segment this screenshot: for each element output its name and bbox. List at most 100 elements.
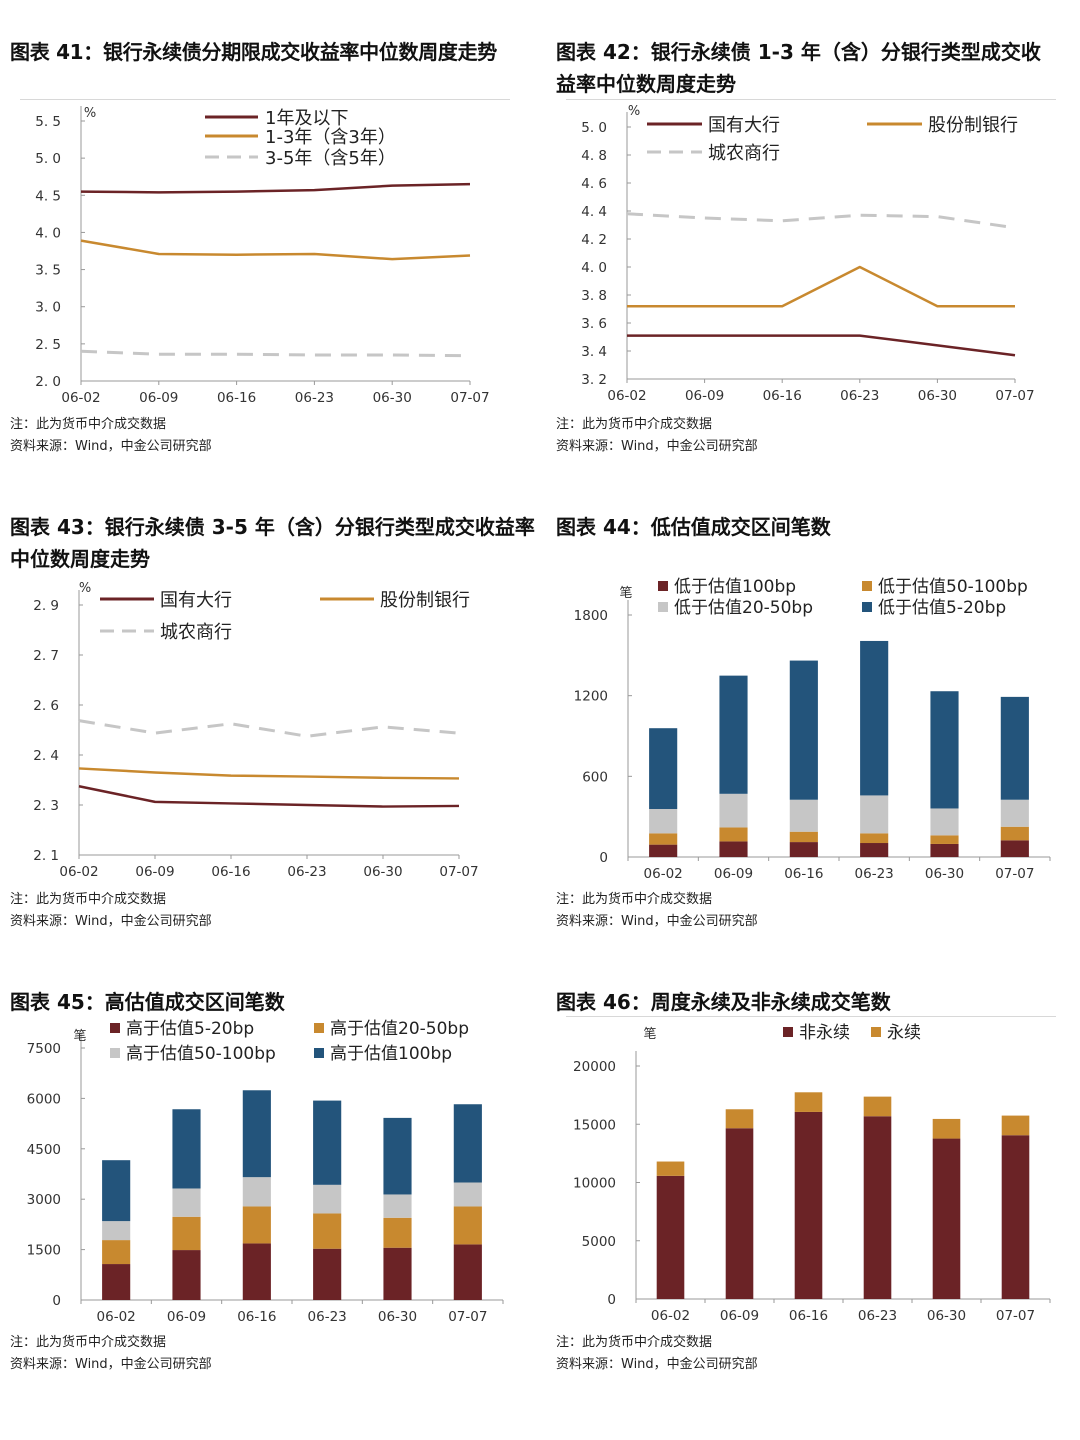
- x-tick-label: 06-16: [217, 390, 256, 406]
- y-tick-label: 4. 0: [581, 260, 607, 276]
- bar-segment: [313, 1100, 342, 1185]
- x-tick-label: 07-07: [450, 390, 489, 406]
- bar-segment: [242, 1177, 271, 1207]
- bar-segment: [1001, 1115, 1030, 1136]
- y-unit-label: 笔: [619, 585, 632, 601]
- bar-segment: [242, 1090, 271, 1178]
- x-tick-label: 06-23: [308, 1309, 347, 1325]
- legend-label: 股份制银行: [380, 590, 470, 611]
- y-tick-label: 3. 4: [581, 344, 607, 360]
- bar-segment: [242, 1206, 271, 1244]
- y-tick-label: 4. 0: [35, 225, 61, 241]
- y-tick-label: 2. 3: [33, 798, 59, 814]
- bar-segment: [719, 827, 748, 842]
- legend-label: 城农商行: [160, 622, 232, 643]
- bar-segment: [383, 1217, 412, 1248]
- bar-segment: [172, 1216, 201, 1251]
- series-line: [78, 767, 460, 780]
- x-tick-label: 06-02: [97, 1309, 136, 1325]
- bar-segment: [725, 1128, 754, 1299]
- y-tick-label: 4500: [27, 1142, 61, 1158]
- y-tick-label: 10000: [573, 1176, 616, 1192]
- y-tick-label: 4. 5: [35, 188, 61, 204]
- y-tick-label: 3. 6: [581, 316, 607, 332]
- x-tick-label: 06-09: [167, 1309, 206, 1325]
- x-tick-label: 06-09: [685, 388, 724, 404]
- bar-segment: [794, 1111, 823, 1299]
- y-tick-label: 3. 8: [581, 288, 607, 304]
- divider: [566, 99, 1056, 100]
- legend-label: 国有大行: [708, 115, 780, 136]
- figure-41-title: 图表 41：银行永续债分期限成交收益率中位数周度走势: [10, 40, 497, 64]
- legend-swatch: [862, 581, 872, 591]
- x-tick-label: 06-30: [373, 390, 412, 406]
- bar-segment: [453, 1206, 482, 1245]
- legend-label: 高于估值100bp: [330, 1044, 452, 1064]
- y-tick-label: 2. 9: [33, 598, 59, 614]
- x-tick-label: 07-07: [439, 864, 478, 880]
- legend-label: 永续: [887, 1023, 921, 1043]
- figure-45-source: 资料来源：Wind，中金公司研究部: [10, 1357, 212, 1372]
- bar-segment: [930, 808, 959, 836]
- bar-segment: [453, 1104, 482, 1183]
- legend-label: 高于估值20-50bp: [330, 1019, 469, 1039]
- bar-segment: [789, 660, 818, 800]
- legend-label: 1-3年（含3年）: [265, 127, 396, 148]
- figure-45-note: 注：此为货币中介成交数据: [10, 1335, 167, 1350]
- bar-segment: [863, 1096, 892, 1117]
- chart-42: % 3. 2 3. 4 3. 6 3. 8 4. 0 4. 2 4. 4 4. 6 4. 8 5. …: [581, 104, 1034, 404]
- chart-45: 笔 0 1500 3000 4500 6000 7500 06-02 06-09 06-16 06-…: [27, 1019, 504, 1325]
- bar-segment: [649, 809, 678, 834]
- y-tick-label: 4. 8: [581, 148, 607, 164]
- legend-label: 国有大行: [160, 590, 232, 611]
- y-tick-label: 20000: [573, 1059, 616, 1075]
- x-tick-label: 06-16: [237, 1309, 276, 1325]
- bar-segment: [453, 1182, 482, 1207]
- legend-label: 低于估值20-50bp: [674, 598, 813, 618]
- figure-42-title: 图表 42：银行永续债 1-3 年（含）分银行类型成交收益率中位数周度走势: [556, 40, 1041, 96]
- legend-swatch: [110, 1048, 120, 1058]
- x-tick-label: 06-30: [927, 1308, 966, 1324]
- y-tick-label: 4. 2: [581, 232, 607, 248]
- figure-41-source: 资料来源：Wind，中金公司研究部: [10, 439, 212, 454]
- x-tick-label: 06-23: [855, 866, 894, 882]
- y-tick-label: 2. 5: [35, 337, 61, 353]
- series-line: [78, 719, 460, 738]
- x-tick-label: 06-30: [918, 388, 957, 404]
- bar-segment: [932, 1118, 961, 1139]
- legend-swatch: [783, 1027, 793, 1037]
- y-tick-label: 1200: [574, 689, 608, 705]
- y-tick-label: 4. 4: [581, 204, 607, 220]
- y-tick-label: 3. 5: [35, 263, 61, 279]
- bar-segment: [649, 833, 678, 845]
- y-unit-label: %: [84, 106, 96, 121]
- x-tick-label: 06-16: [789, 1308, 828, 1324]
- y-unit-label: 笔: [643, 1026, 656, 1042]
- bar-segment: [102, 1160, 131, 1222]
- bar-segment: [860, 640, 889, 796]
- legend-swatch: [110, 1023, 120, 1033]
- chart-41: % 2. 0 2. 5 3. 0 3. 5 4. 0 4. 5 5. 0 5. 5 06-02 06…: [35, 106, 490, 406]
- legend-label: 低于估值5-20bp: [878, 598, 1006, 618]
- legend-label: 3-5年（含5年）: [265, 148, 396, 169]
- legend-label: 高于估值5-20bp: [126, 1019, 254, 1039]
- y-tick-label: 0: [607, 1292, 616, 1308]
- divider: [20, 99, 510, 100]
- y-tick-label: 2. 6: [33, 698, 59, 714]
- bar-segment: [656, 1161, 685, 1176]
- x-tick-label: 06-09: [714, 866, 753, 882]
- bar-segment: [930, 691, 959, 809]
- x-tick-label: 06-16: [763, 388, 802, 404]
- x-tick-label: 06-09: [135, 864, 174, 880]
- figure-44-title: 图表 44：低估值成交区间笔数: [556, 515, 831, 539]
- legend-swatch: [658, 602, 668, 612]
- bar-segment: [242, 1243, 271, 1300]
- x-tick-label: 06-09: [720, 1308, 759, 1324]
- y-tick-label: 2. 0: [35, 374, 61, 390]
- bar-segment: [863, 1116, 892, 1299]
- series-line: [80, 239, 471, 261]
- y-unit-label: %: [628, 104, 640, 119]
- bar-segment: [172, 1250, 201, 1300]
- series-line: [80, 182, 471, 194]
- y-tick-label: 600: [582, 769, 608, 785]
